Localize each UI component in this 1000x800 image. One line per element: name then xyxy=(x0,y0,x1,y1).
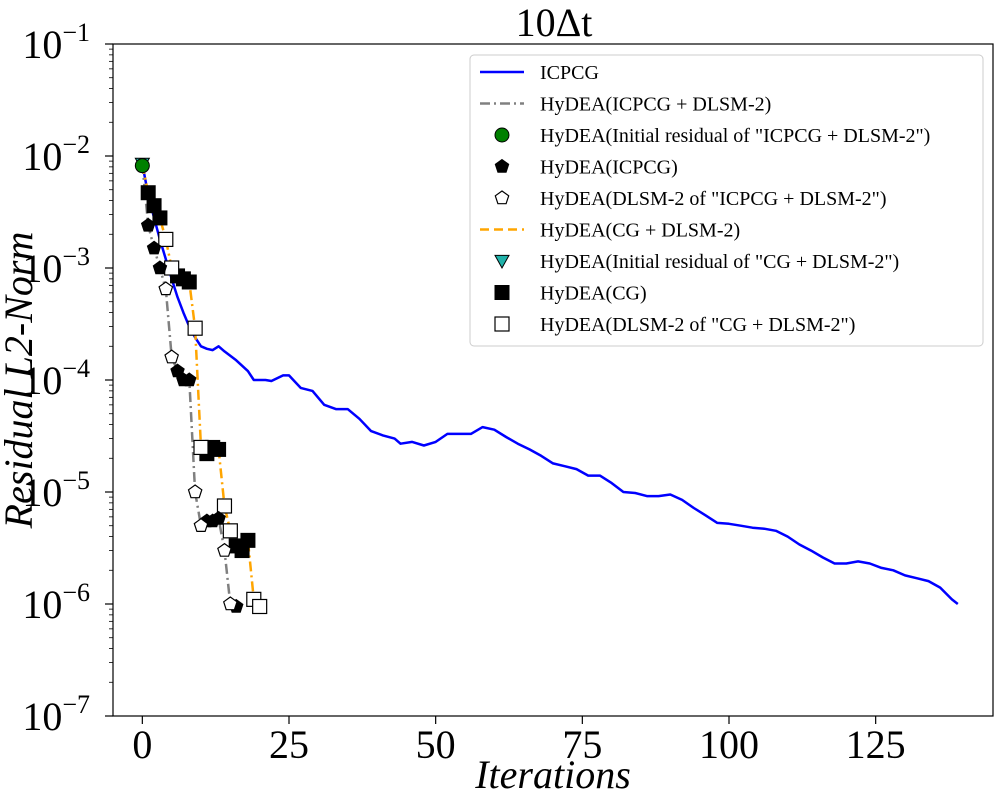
x-tick-label: 100 xyxy=(699,722,759,767)
data-point-pentagon xyxy=(146,240,162,255)
y-tick-label: 10−2 xyxy=(22,130,90,179)
x-tick-label: 50 xyxy=(416,722,456,767)
legend-label: HyDEA(ICPCG + DLSM-2) xyxy=(540,94,771,116)
legend-entry: HyDEA(CG) xyxy=(494,283,647,305)
y-tick-label: 10−3 xyxy=(22,242,90,291)
legend-entry: HyDEA(ICPCG) xyxy=(494,157,678,179)
y-axis-label: Residual L2-Norm xyxy=(0,232,41,530)
legend-entry: HyDEA(ICPCG + DLSM-2) xyxy=(480,94,771,116)
data-point-pentagon xyxy=(211,510,226,525)
legend-swatch xyxy=(494,127,510,143)
legend-entry: HyDEA(CG + DLSM-2) xyxy=(480,220,740,242)
y-tick-label: 10−5 xyxy=(22,466,90,515)
y-tick-label: 10−7 xyxy=(22,690,90,739)
legend-swatch xyxy=(494,316,510,332)
legend-swatch xyxy=(494,285,510,300)
data-point-pentagon-open xyxy=(193,517,209,533)
legend-label: HyDEA(Initial residual of "CG + DLSM-2") xyxy=(540,251,899,273)
data-point-pentagon xyxy=(182,372,197,387)
legend-entry: HyDEA(Initial residual of "ICPCG + DLSM-… xyxy=(494,125,930,147)
data-point-square-open xyxy=(164,260,180,276)
data-point-square-open xyxy=(216,498,233,514)
legend-label: HyDEA(CG + DLSM-2) xyxy=(540,220,740,242)
x-tick-label: 25 xyxy=(269,722,309,767)
legend-swatch xyxy=(494,158,510,173)
data-point-square-open xyxy=(187,320,203,336)
data-point-pentagon-open xyxy=(217,542,232,557)
legend-label: HyDEA(ICPCG) xyxy=(540,157,678,179)
data-point-square xyxy=(211,441,227,457)
legend-label: HyDEA(DLSM-2 of "ICPCG + DLSM-2") xyxy=(540,188,887,210)
data-point-square xyxy=(240,532,256,548)
marker-layer xyxy=(134,157,268,615)
data-point-pentagon-open xyxy=(158,281,174,296)
legend-entry: HyDEA(DLSM-2 of "ICPCG + DLSM-2") xyxy=(494,188,887,210)
tick-layer: 0 25 50 75 100 125 10−7 10−6 10−5 10−4 10−3 10−2 10−… xyxy=(22,18,905,767)
legend-entry: HyDEA(DLSM-2 of "CG + DLSM-2") xyxy=(494,314,855,336)
chart-title: 10Δt xyxy=(516,0,593,45)
data-point-square-open xyxy=(193,439,209,456)
x-tick-label: 75 xyxy=(562,722,602,767)
legend-label: HyDEA(Initial residual of "ICPCG + DLSM-… xyxy=(540,125,930,147)
legend-swatch xyxy=(494,190,510,205)
data-point-square-open xyxy=(222,523,238,539)
legend: ICPCG HyDEA(ICPCG + DLSM-2) HyDEA(Initial … xyxy=(469,54,984,347)
x-tick-label: 125 xyxy=(846,722,906,767)
series-line-icpcg xyxy=(141,163,959,605)
legend-entry: HyDEA(Initial residual of "CG + DLSM-2") xyxy=(494,251,899,273)
data-point-square-open xyxy=(158,231,174,248)
data-point-pentagon-open xyxy=(187,484,203,499)
data-point-pentagon-open xyxy=(164,349,180,364)
y-tick-label: 10−1 xyxy=(22,18,90,67)
x-tick-label: 0 xyxy=(132,722,152,767)
legend-label: HyDEA(DLSM-2 of "CG + DLSM-2") xyxy=(540,314,855,336)
y-tick-label: 10−6 xyxy=(22,578,90,627)
data-point-pentagon xyxy=(152,260,168,275)
data-point-pentagon xyxy=(140,217,156,232)
data-point-square xyxy=(140,185,156,201)
data-point-square xyxy=(181,274,197,290)
legend-label: HyDEA(CG) xyxy=(540,283,647,305)
data-point-square xyxy=(152,210,168,226)
x-axis-label: Iterations xyxy=(474,752,631,797)
legend-box xyxy=(469,54,984,347)
data-point-square-open xyxy=(252,598,268,615)
legend-swatch xyxy=(494,254,510,270)
data-point-circle xyxy=(134,158,150,174)
data-point-pentagon-open xyxy=(222,596,238,611)
legend-entry: ICPCG xyxy=(480,62,599,84)
legend-label: ICPCG xyxy=(540,62,599,84)
y-tick-label: 10−4 xyxy=(22,354,90,403)
